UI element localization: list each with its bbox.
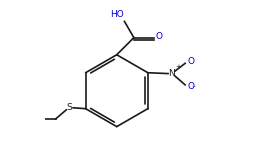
Text: ⁻: ⁻ <box>192 83 196 92</box>
Text: N: N <box>168 69 175 78</box>
Text: +: + <box>176 65 181 71</box>
Text: S: S <box>67 103 72 112</box>
Text: O: O <box>188 57 195 66</box>
Text: O: O <box>188 82 195 91</box>
Text: O: O <box>156 32 163 41</box>
Text: HO: HO <box>110 10 124 19</box>
